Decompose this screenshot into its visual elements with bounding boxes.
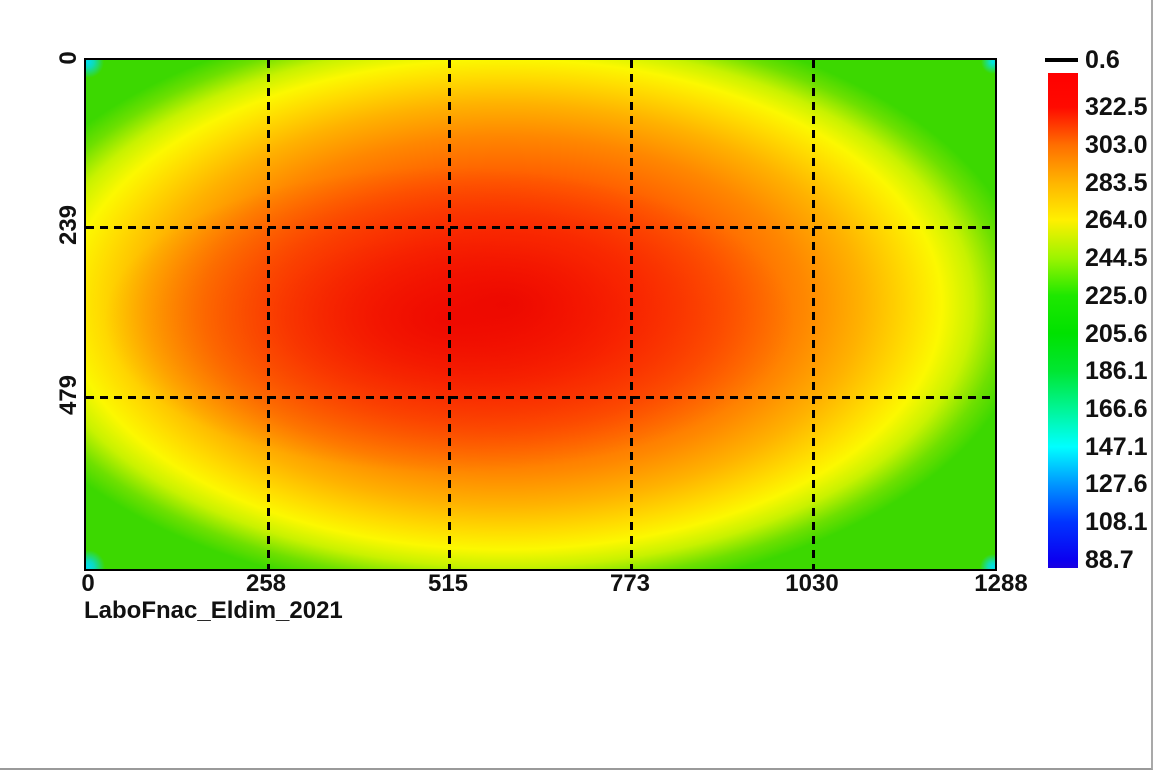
gridline-vertical-258: [267, 60, 270, 569]
y-tick-label: 239: [55, 204, 82, 246]
gridline-vertical-515: [448, 60, 451, 569]
colorbar-label-225-0: 225.0: [1085, 282, 1148, 310]
colorbar-label-244-5: 244.5: [1085, 244, 1148, 272]
y-tick-label: 479: [55, 374, 82, 416]
colorbar-top-tick-label: 0.6: [1085, 46, 1120, 74]
heatmap-surface: [86, 60, 995, 569]
colorbar-label-264-0: 264.0: [1085, 206, 1148, 234]
colorbar-top-tick: [1045, 58, 1078, 62]
colorbar-label-303-0: 303.0: [1085, 131, 1148, 159]
colorbar-label-186-1: 186.1: [1085, 357, 1148, 385]
x-axis-tick-0: 0: [81, 570, 95, 597]
colorbar-label-322-5: 322.5: [1085, 93, 1148, 121]
colorbar-label-88-7: 88.7: [1085, 546, 1134, 574]
gridline-horizontal-239: [86, 226, 995, 229]
gridline-vertical-1030: [812, 60, 815, 569]
measurement-caption: LaboFnac_Eldim_2021: [84, 597, 343, 624]
y-tick-label: 0: [55, 51, 82, 65]
heatmap-plot: [84, 58, 997, 571]
colorbar-label-283-5: 283.5: [1085, 169, 1148, 197]
colorbar-label-205-6: 205.6: [1085, 320, 1148, 348]
x-axis-tick-258: 258: [245, 570, 287, 597]
colorbar-label-127-6: 127.6: [1085, 470, 1148, 498]
colorbar-label-147-1: 147.1: [1085, 433, 1148, 461]
x-axis-tick-515: 515: [427, 570, 469, 597]
gridline-horizontal-479: [86, 396, 995, 399]
x-axis-tick-1030: 1030: [785, 570, 839, 597]
colorbar-label-166-6: 166.6: [1085, 395, 1148, 423]
colorbar-gradient: [1048, 73, 1078, 568]
gridline-vertical-773: [630, 60, 633, 569]
x-axis-tick-773: 773: [609, 570, 651, 597]
colorbar-label-108-1: 108.1: [1085, 508, 1148, 536]
x-axis-tick-1288: 1288: [974, 570, 1028, 597]
